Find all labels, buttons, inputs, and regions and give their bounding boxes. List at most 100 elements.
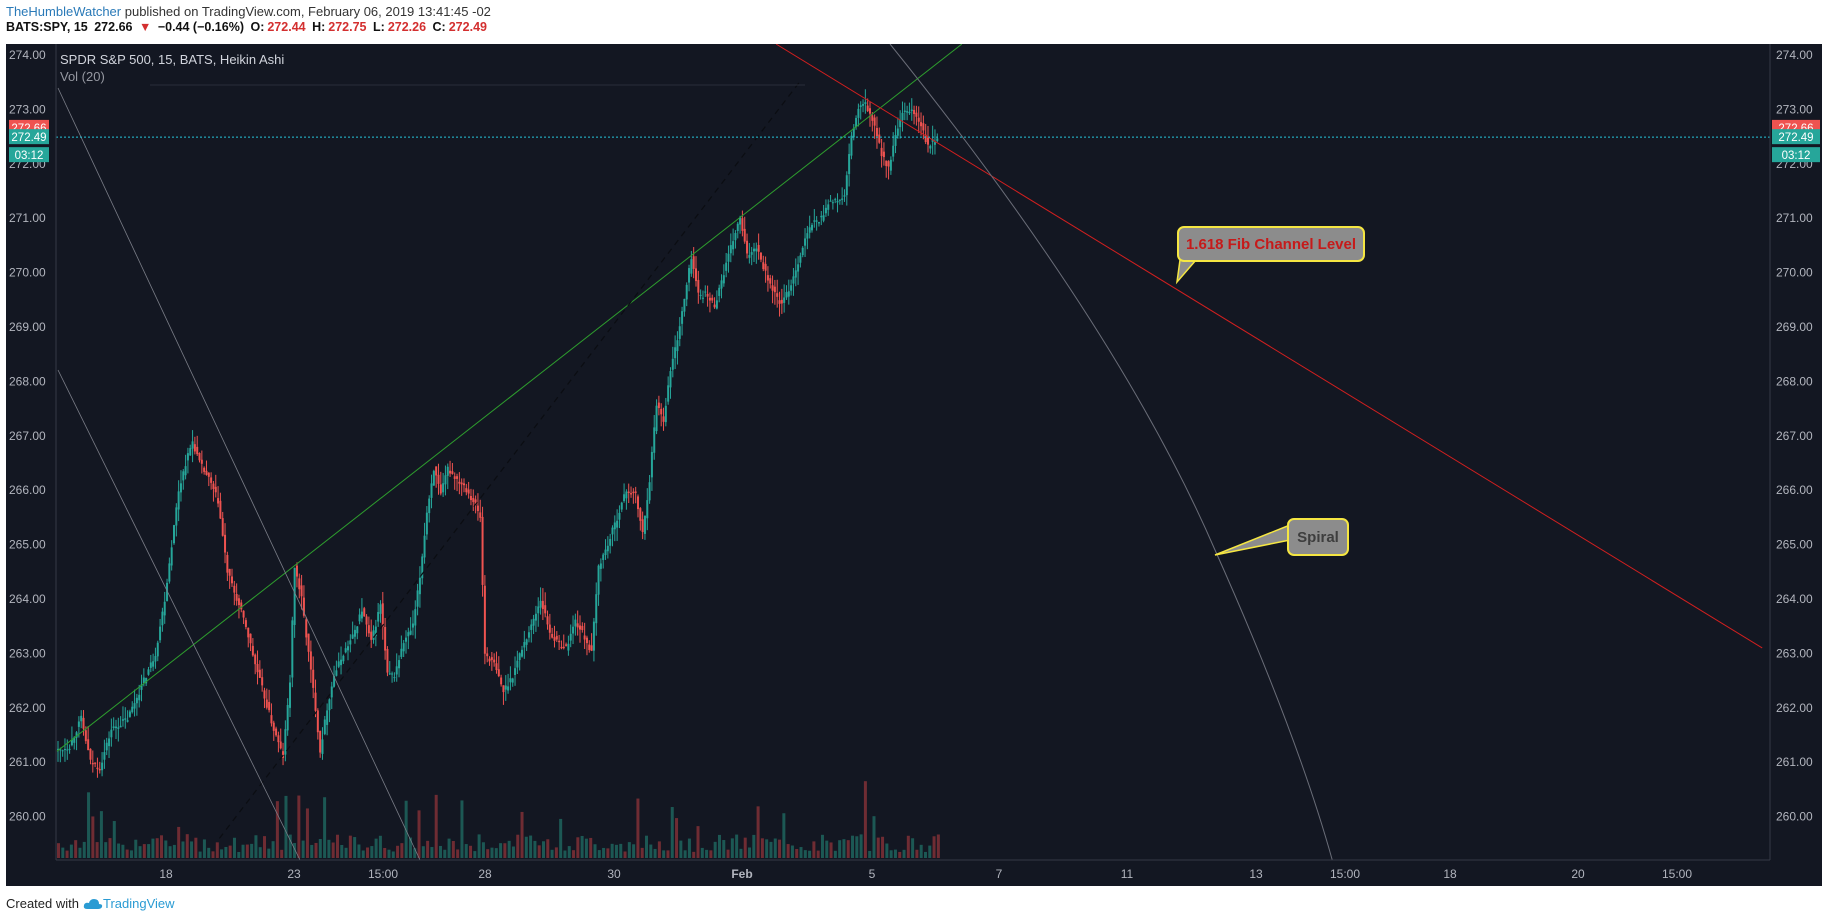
candle-body: [634, 491, 637, 493]
volume-bar: [662, 850, 666, 858]
candle-body: [363, 608, 366, 617]
candle-body: [685, 284, 688, 300]
candle-body: [231, 576, 233, 584]
candle-body: [924, 134, 927, 143]
spiral-arc: [889, 44, 1333, 860]
candle-body: [741, 218, 744, 231]
ohlc-line: BATS:SPY, 15 272.66 ▼ −0.44 (−0.16%) O: 2…: [6, 20, 490, 34]
candle-body: [620, 502, 623, 510]
candle-body: [416, 590, 419, 607]
candle-body: [504, 685, 507, 690]
y-tick-label-left: 260.00: [9, 810, 46, 824]
volume-bar: [142, 844, 146, 858]
candle-body: [551, 633, 554, 638]
candle-body: [112, 726, 115, 728]
candle-body: [307, 633, 310, 652]
candle-body: [156, 642, 159, 657]
change-value: −0.44 (−0.16%): [157, 20, 244, 34]
candle-body: [866, 105, 869, 112]
y-tick-label-left: 273.00: [9, 102, 46, 116]
candle-body: [344, 648, 347, 653]
open-label: O:: [250, 20, 265, 34]
volume-bar: [293, 843, 297, 858]
candle-body: [750, 252, 753, 255]
candle-body: [588, 644, 591, 651]
x-tick-label: 18: [1443, 867, 1457, 881]
volume-bar: [447, 838, 451, 858]
candle-body: [727, 253, 730, 262]
candle-body: [875, 127, 878, 137]
candle-body: [128, 711, 131, 717]
volume-bar: [756, 806, 760, 858]
volume-bar: [400, 843, 404, 858]
candle-body: [402, 643, 405, 652]
candle-body: [214, 486, 217, 493]
candle-body: [305, 619, 308, 638]
candle-body: [353, 629, 356, 637]
candle-body: [298, 578, 301, 590]
candle-body: [824, 207, 827, 214]
volume-bar: [705, 849, 709, 858]
candle-body: [811, 224, 813, 231]
candle-body: [316, 710, 319, 733]
volume-bar: [408, 837, 412, 858]
candle-body: [764, 263, 767, 271]
candle-body: [910, 109, 913, 111]
volume-bar: [353, 837, 357, 858]
candle-body: [613, 522, 616, 530]
candle-body: [565, 644, 568, 646]
volume-bar: [331, 842, 335, 858]
candle-body: [467, 489, 470, 494]
y-tick-label-left: 274.00: [9, 48, 46, 62]
volume-bar: [271, 841, 275, 858]
candle-body: [251, 645, 254, 656]
candle-body: [70, 739, 73, 746]
candle-body: [193, 444, 196, 452]
tradingview-logo[interactable]: TradingView: [83, 896, 175, 911]
candle-body: [63, 749, 66, 751]
candle-body: [177, 491, 180, 510]
candle-body: [722, 275, 725, 284]
volume-bar: [816, 850, 820, 858]
candle-body: [908, 111, 911, 114]
volume-bar: [486, 849, 490, 858]
candle-body: [275, 728, 278, 736]
candle-body: [792, 276, 795, 284]
chart-area[interactable]: [6, 44, 1822, 886]
candle-body: [736, 223, 739, 231]
volume-bar: [151, 838, 155, 858]
y-tick-label-left: 265.00: [9, 538, 46, 552]
volume-bar: [125, 849, 129, 858]
close-price-tag-left: 272.49: [11, 132, 46, 144]
volume-bar: [430, 847, 434, 858]
candle-body: [611, 527, 614, 535]
fib-1.618-line: [775, 44, 1763, 649]
candle-body: [794, 270, 797, 278]
candle-body: [226, 554, 229, 573]
candle-body: [799, 255, 802, 263]
candle-body: [671, 358, 674, 370]
volume-bar: [490, 847, 494, 858]
candle-body: [590, 645, 593, 651]
candle-body: [843, 195, 846, 197]
candle-body: [479, 512, 482, 518]
candle-body: [541, 600, 544, 610]
candle-body: [432, 471, 435, 486]
volume-bar: [752, 834, 756, 858]
channel-line: [56, 44, 963, 752]
candle-body: [168, 563, 171, 582]
y-tick-label-left: 261.00: [9, 755, 46, 769]
candle-body: [340, 659, 343, 666]
candle-body: [224, 534, 227, 553]
volume-bar: [911, 838, 915, 858]
candle-body: [442, 483, 445, 493]
volume-bar: [207, 847, 211, 858]
candle-body: [495, 663, 498, 671]
x-tick-label: 30: [607, 867, 621, 881]
candle-body: [532, 618, 535, 626]
candle-body: [822, 215, 825, 221]
author-link[interactable]: TheHumbleWatcher: [6, 4, 122, 19]
volume-bar: [533, 840, 537, 858]
volume-bar: [529, 835, 533, 858]
